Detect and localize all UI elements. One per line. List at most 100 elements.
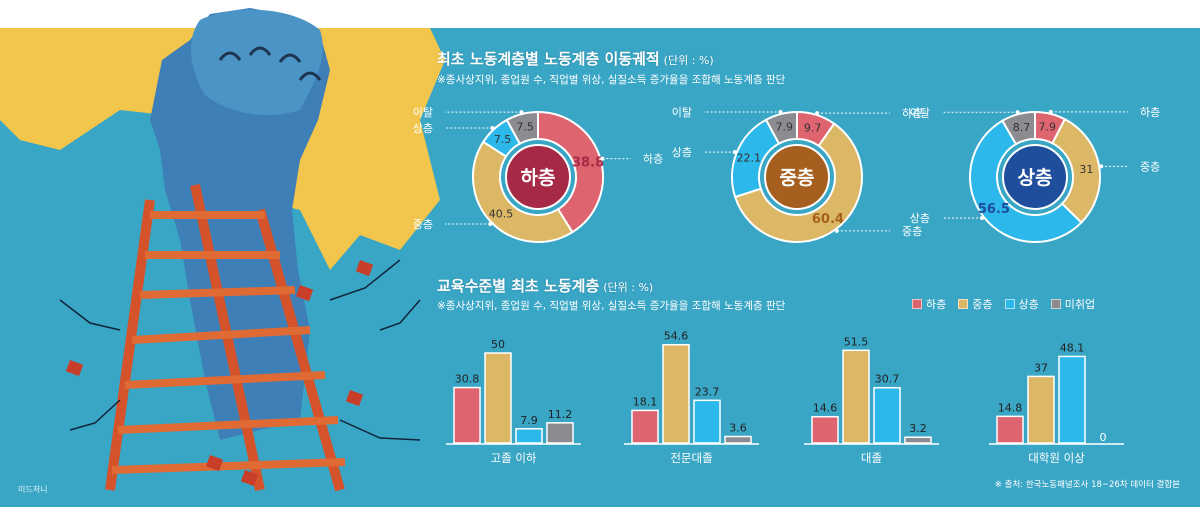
- brick-fragment: [240, 470, 259, 487]
- legend-label-lower: 하층: [926, 298, 947, 311]
- donut-slice: [968, 119, 1083, 243]
- legend-item-middle: 중층: [958, 296, 993, 312]
- bar-group: 18.1 54.6 23.7 3.6 전문대졸: [624, 330, 759, 465]
- bar: [453, 386, 481, 444]
- donut-value-label: 9.7: [804, 121, 822, 134]
- donut-category-label: 상층: [910, 212, 930, 225]
- donut-category-label: 하층: [643, 152, 663, 166]
- bar-group: 14.6 51.5 30.7 3.2 대졸: [804, 335, 939, 465]
- finger-line: [248, 46, 272, 56]
- donut-center-label: 상층: [1018, 167, 1053, 189]
- donut-category-label: 상층: [413, 122, 433, 135]
- section1-title-text: 최초 노동계층별 노동계층 이동궤적: [437, 50, 660, 68]
- donut-value-label: 22.1: [736, 152, 761, 165]
- bar-value-label: 37: [1034, 361, 1048, 374]
- bar-value-label: 51.5: [844, 335, 869, 348]
- legend-item-unemployed: 미취업: [1050, 296, 1095, 312]
- crack-line: [329, 259, 401, 301]
- section2-unit: (단위 : %): [603, 281, 654, 294]
- section2-title-text: 교육수준별 최초 노동계층: [437, 277, 600, 295]
- bar-value-label: 0: [1100, 431, 1107, 444]
- image-credit: 미드저니: [18, 485, 48, 494]
- brick-fragment: [345, 390, 364, 407]
- bar-legend: 하층 중층 상층 미취업: [912, 296, 1095, 312]
- bar: [1058, 355, 1086, 444]
- bar: [1027, 375, 1055, 444]
- bar-value-label: 30.8: [455, 373, 480, 386]
- finger-line: [218, 51, 242, 61]
- donut-slice: [505, 110, 539, 146]
- bar: [515, 428, 543, 444]
- bar: [724, 435, 752, 444]
- bar-value-label: 18.1: [633, 395, 658, 408]
- donut-slice: [733, 122, 863, 243]
- legend-swatch-upper: [1004, 299, 1015, 309]
- donut-value-label: 40.5: [489, 207, 514, 220]
- donut-center-badge: [764, 144, 830, 210]
- brick-fragment: [65, 360, 84, 377]
- crack-line: [379, 299, 421, 331]
- bar-category-label: 대학원 이상: [1028, 451, 1085, 465]
- legend-label-upper: 상층: [1018, 298, 1039, 311]
- bar-value-label: 7.9: [520, 414, 538, 427]
- donut-value-label: 60.4: [812, 212, 844, 227]
- ladder-rung: [117, 416, 339, 434]
- bar: [996, 415, 1024, 444]
- bar-value-label: 23.7: [695, 385, 720, 398]
- section1-note: ※종사상지위, 종업원 수, 직업별 위상, 실질소득 증가율을 조합해 노동계…: [437, 74, 786, 86]
- donut-charts: 38.840.57.57.5하층중층상층이탈하층9.760.422.17.9하층…: [413, 105, 1160, 243]
- ladder-rung: [139, 286, 296, 299]
- legend-item-upper: 상층: [1004, 296, 1039, 312]
- bar-value-label: 48.1: [1060, 341, 1085, 354]
- donut-value-label: 7.9: [1039, 120, 1057, 133]
- bar: [546, 422, 574, 444]
- bar-category-label: 고졸 이하: [491, 451, 537, 465]
- ladder-rung: [124, 371, 326, 389]
- brick-fragment: [205, 455, 224, 472]
- bar-group: 30.8 50 7.9 11.2 고졸 이하: [446, 338, 581, 465]
- legend-label-middle: 중층: [972, 298, 993, 311]
- donut-category-label: 중층: [1140, 160, 1160, 173]
- ladder-rail-left: [105, 199, 155, 491]
- donut-category-label: 하층: [902, 106, 922, 120]
- donut-value-label: 7.5: [516, 121, 534, 134]
- bar-category-label: 대졸: [861, 451, 882, 465]
- donut-center-badge: [505, 144, 571, 210]
- crack-line: [59, 299, 121, 331]
- donut-category-label: 중층: [902, 225, 922, 238]
- bar: [873, 386, 901, 444]
- bar-value-label: 11.2: [548, 408, 573, 421]
- donut-slice: [1051, 117, 1101, 224]
- donut-value-label: 7.5: [494, 133, 512, 146]
- donut-category-label: 이탈: [672, 106, 692, 119]
- bar: [904, 436, 932, 444]
- donut-category-label: 하층: [1140, 105, 1160, 119]
- bar-category-label: 전문대졸: [670, 451, 712, 465]
- finger-line: [298, 71, 322, 81]
- bar: [811, 415, 839, 444]
- bar-group: 14.8 37 48.1 0 대학원 이상: [989, 341, 1124, 465]
- bar-value-label: 14.8: [998, 401, 1023, 414]
- donut-value-label: 38.8: [572, 156, 604, 171]
- donut-value-label: 56.5: [978, 202, 1010, 217]
- bar-value-label: 50: [491, 338, 505, 351]
- donut-center-label: 중층: [780, 167, 815, 189]
- brick-fragment: [295, 285, 314, 302]
- bar-value-label: 30.7: [875, 373, 900, 386]
- fist-knuckles-shape: [190, 9, 323, 116]
- bar-chart: 30.8 50 7.9 11.2 고졸 이하 18.1 54.6 23.7 3.6 전문대졸 14.…: [446, 330, 1124, 465]
- bar-value-label: 14.6: [813, 402, 838, 415]
- finger-line: [278, 53, 302, 63]
- section2-title: 교육수준별 최초 노동계층 (단위 : %): [437, 275, 653, 296]
- donut-category-label: 상층: [672, 146, 692, 159]
- donut-slice: [764, 110, 798, 145]
- legend-swatch-middle: [958, 299, 969, 309]
- bar: [631, 409, 659, 444]
- donut-center-badge: [1002, 144, 1068, 210]
- yellow-backdrop-shape: [0, 28, 445, 270]
- section1-title: 최초 노동계층별 노동계층 이동궤적 (단위 : %): [437, 48, 714, 69]
- donut-value-label: 8.7: [1013, 121, 1031, 134]
